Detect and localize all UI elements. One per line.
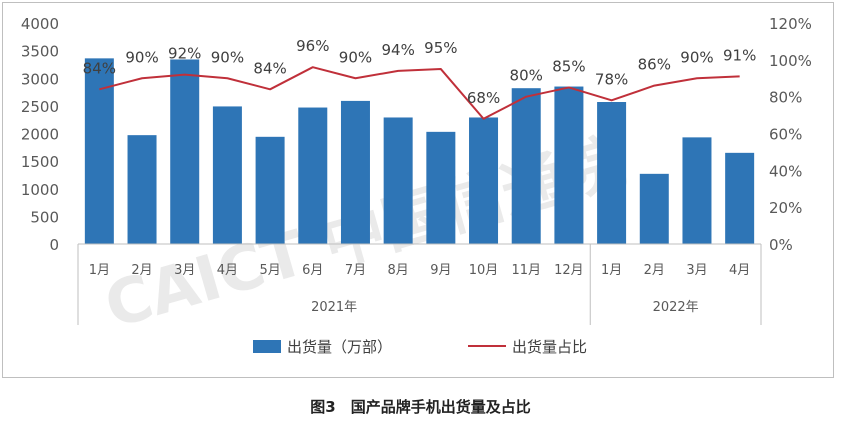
data-label: 84% [83, 59, 116, 77]
data-label: 94% [381, 41, 414, 59]
bar [725, 152, 755, 244]
legend: 出货量（万部） 出货量占比 [253, 338, 587, 356]
x-tick-label: 9月 [430, 263, 451, 278]
bar [255, 136, 285, 244]
y-left-tick-label: 500 [30, 208, 59, 226]
bar [212, 106, 242, 245]
line-series: 84% 90% 92% 90% 84% 96% 90% 94% 95% 68% 80% 85% 78% 8… [83, 37, 756, 120]
x-tick-label: 2月 [131, 263, 152, 278]
y-left-tick-label: 1000 [21, 181, 59, 199]
data-label: 91% [723, 46, 756, 64]
y-left-tick-label: 3000 [21, 70, 59, 88]
data-label: 86% [638, 56, 671, 74]
y-left-axis: 0 500 1000 1500 2000 2500 3000 3500 4000 [21, 15, 59, 254]
y-right-tick-label: 40% [769, 162, 802, 180]
data-label: 78% [595, 70, 628, 88]
y-right-tick-label: 20% [769, 199, 802, 217]
x-tick-label: 3月 [686, 263, 707, 278]
y-left-tick-label: 0 [49, 236, 59, 254]
data-label: 68% [467, 89, 500, 107]
x-tick-label: 6月 [302, 263, 323, 278]
bar [554, 86, 584, 244]
x-tick-label: 3月 [174, 263, 195, 278]
x-tick-label: 10月 [469, 263, 499, 278]
chart-svg: CAICT 中国信通院 0500100015002000250030003500… [21, 15, 812, 356]
y-right-tick-label: 120% [769, 15, 812, 33]
x-tick-label: 1月 [89, 263, 110, 278]
x-tick-label: 8月 [388, 263, 409, 278]
x-tick-label: 2月 [644, 263, 665, 278]
legend-bar-label: 出货量（万部） [287, 338, 392, 356]
data-label: 95% [424, 39, 457, 57]
group-label: 2022年 [653, 300, 699, 315]
bar [298, 107, 328, 244]
data-label: 85% [552, 57, 585, 75]
data-label: 90% [680, 48, 713, 66]
x-tick-label: 4月 [729, 263, 750, 278]
x-tick-label: 4月 [217, 263, 238, 278]
y-right-tick-label: 80% [769, 89, 802, 107]
x-tick-label: 7月 [345, 263, 366, 278]
bar [597, 102, 627, 244]
y-left-tick-label: 3500 [21, 43, 59, 61]
data-label: 80% [510, 67, 543, 85]
legend-line-label: 出货量占比 [512, 338, 587, 356]
data-label: 90% [125, 48, 158, 66]
bar [426, 131, 456, 244]
bar [170, 59, 200, 245]
figure-caption: 图3 国产品牌手机出货量及占比 [310, 398, 531, 416]
y-left-tick-label: 2000 [21, 126, 59, 144]
data-label: 84% [253, 59, 286, 77]
bar [340, 100, 370, 244]
y-left-tick-label: 1500 [21, 153, 59, 171]
bar-series [84, 58, 755, 245]
y-right-tick-label: 100% [769, 52, 812, 70]
bar [511, 88, 541, 244]
bar [127, 135, 157, 244]
bar [469, 117, 499, 244]
legend-bar-swatch [253, 340, 281, 353]
x-tick-label: 1月 [601, 263, 622, 278]
data-label: 90% [211, 48, 244, 66]
chart-frame: CAICT 中国信通院 0500100015002000250030003500… [2, 2, 834, 378]
x-tick-label: 11月 [511, 263, 541, 278]
y-right-axis: 0% 20% 40% 60% 80% 100% 120% [769, 15, 812, 254]
data-label: 90% [339, 48, 372, 66]
data-label: 92% [168, 45, 201, 63]
bar [383, 117, 413, 244]
y-right-tick-label: 0% [769, 236, 793, 254]
group-label: 2021年 [311, 300, 357, 315]
bar [639, 173, 669, 244]
bar [682, 137, 712, 244]
data-label: 96% [296, 37, 329, 55]
x-axis: 1月 2月 3月 4月 5月 6月 7月 8月 9月 10月 11月 12月 1月 2月 3月 4月 2021年… [77, 243, 762, 325]
y-right-tick-label: 60% [769, 126, 802, 144]
y-left-tick-label: 4000 [21, 15, 59, 33]
x-tick-label: 5月 [259, 263, 280, 278]
x-tick-label: 12月 [554, 263, 584, 278]
y-left-tick-label: 2500 [21, 98, 59, 116]
share-line [99, 66, 740, 120]
